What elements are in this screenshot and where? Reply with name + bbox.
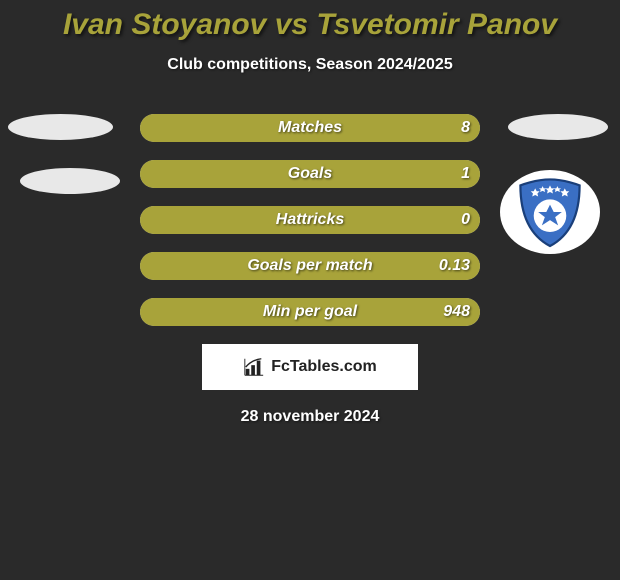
subtitle: Club competitions, Season 2024/2025 <box>0 56 620 74</box>
page-title: Ivan Stoyanov vs Tsvetomir Panov <box>0 0 620 42</box>
player-right-photo-placeholder <box>508 114 608 140</box>
stat-value-right: 0 <box>461 211 470 229</box>
stat-label: Min per goal <box>263 303 357 321</box>
stat-bar: Matches 8 <box>140 114 480 142</box>
stat-value-right: 8 <box>461 119 470 137</box>
stat-label: Hattricks <box>276 211 344 229</box>
stat-label: Goals <box>288 165 332 183</box>
stat-bar: Goals 1 <box>140 160 480 188</box>
stats-area: Matches 8 Goals 1 Hattricks 0 Goals per match 0… <box>0 114 620 326</box>
stat-bar: Min per goal 948 <box>140 298 480 326</box>
stat-bar: Goals per match 0.13 <box>140 252 480 280</box>
team-right-badge <box>500 170 600 254</box>
shield-icon <box>506 175 594 249</box>
date-label: 28 november 2024 <box>0 408 620 426</box>
stat-label: Goals per match <box>247 257 372 275</box>
team-left-badge-placeholder <box>20 168 120 194</box>
stat-label: Matches <box>278 119 342 137</box>
bar-chart-icon <box>243 356 265 378</box>
fctables-logo-text: FcTables.com <box>271 358 377 376</box>
stat-value-right: 1 <box>461 165 470 183</box>
stat-value-right: 0.13 <box>439 257 470 275</box>
stat-bar: Hattricks 0 <box>140 206 480 234</box>
stat-value-right: 948 <box>443 303 470 321</box>
fctables-logo: FcTables.com <box>202 344 418 390</box>
player-left-photo-placeholder <box>8 114 113 140</box>
stat-bars: Matches 8 Goals 1 Hattricks 0 Goals per match 0… <box>140 114 480 326</box>
